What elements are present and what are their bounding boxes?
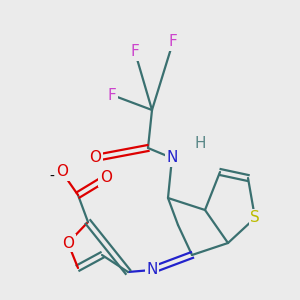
Text: F: F	[108, 88, 116, 103]
Text: S: S	[250, 211, 260, 226]
Text: F: F	[169, 34, 177, 50]
Text: N: N	[166, 151, 178, 166]
Text: -: -	[50, 170, 54, 184]
Text: F: F	[130, 44, 140, 59]
Text: H: H	[194, 136, 206, 151]
Text: O: O	[89, 151, 101, 166]
Text: O: O	[56, 164, 68, 179]
Text: O: O	[62, 236, 74, 250]
Text: N: N	[146, 262, 158, 278]
Text: O: O	[100, 170, 112, 185]
